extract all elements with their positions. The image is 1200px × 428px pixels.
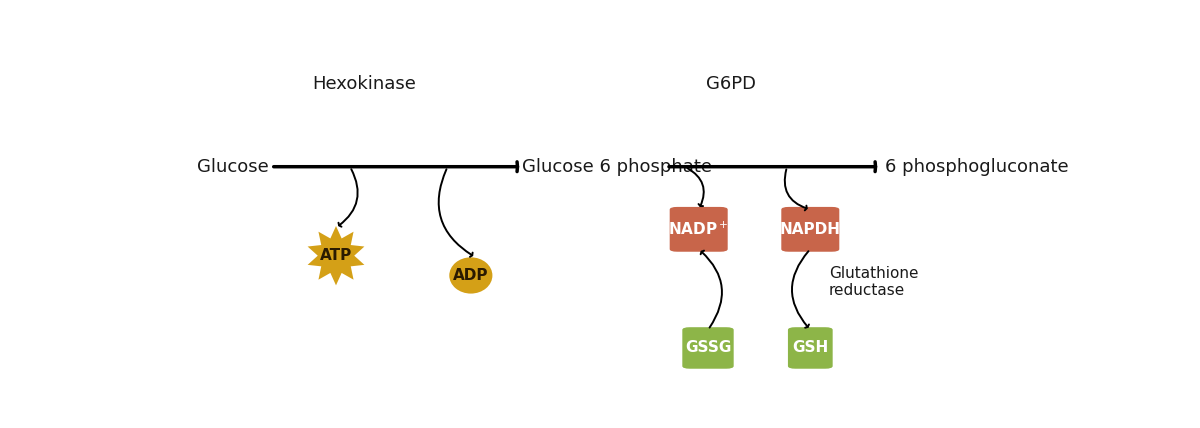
- Text: NAPDH: NAPDH: [780, 222, 841, 237]
- Text: Glucose: Glucose: [197, 158, 269, 176]
- Text: G6PD: G6PD: [707, 75, 756, 93]
- Text: Hexokinase: Hexokinase: [312, 75, 416, 93]
- Text: Glucose 6 phosphate: Glucose 6 phosphate: [522, 158, 712, 176]
- Text: NADP$^+$: NADP$^+$: [668, 221, 728, 238]
- FancyBboxPatch shape: [683, 327, 733, 369]
- Text: ATP: ATP: [320, 248, 352, 263]
- Text: GSH: GSH: [792, 340, 828, 356]
- Text: 6 phosphogluconate: 6 phosphogluconate: [884, 158, 1068, 176]
- Text: GSSG: GSSG: [685, 340, 731, 356]
- Text: Glutathione
reductase: Glutathione reductase: [829, 266, 918, 298]
- FancyBboxPatch shape: [670, 207, 727, 252]
- Text: ADP: ADP: [454, 268, 488, 283]
- FancyBboxPatch shape: [788, 327, 833, 369]
- FancyBboxPatch shape: [781, 207, 839, 252]
- Polygon shape: [307, 226, 365, 285]
- Ellipse shape: [449, 257, 492, 294]
